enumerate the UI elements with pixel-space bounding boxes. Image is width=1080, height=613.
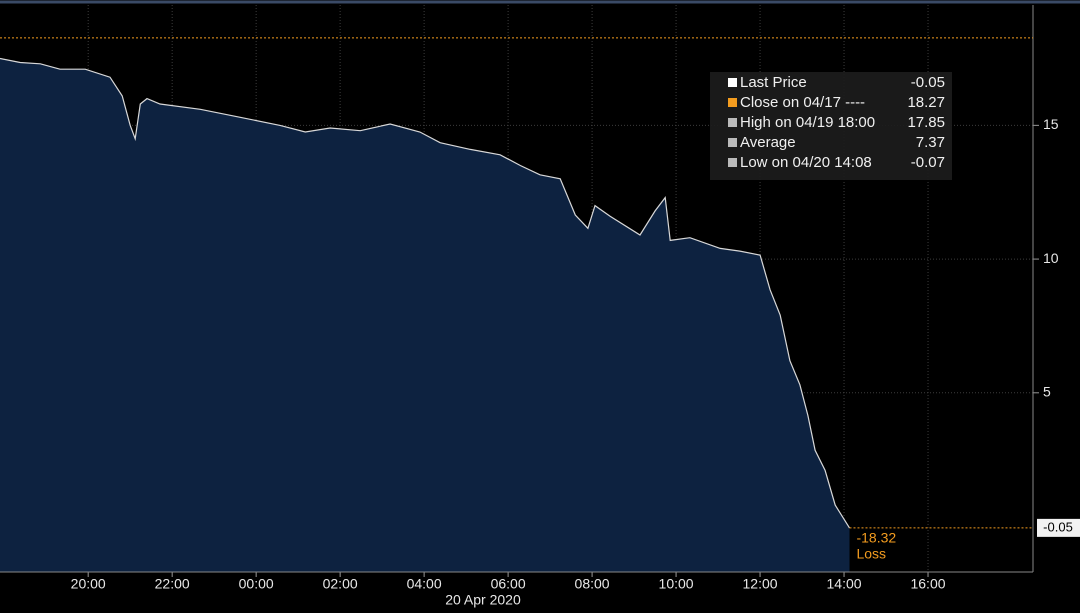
legend: Last Price -0.05 Close on 04/17 ---- 18.27 H… [710, 72, 952, 180]
line [0, 57, 851, 529]
legend-swatch [728, 98, 737, 107]
legend-value: 18.27 [907, 94, 945, 111]
x-tick-label: 06:00 [491, 576, 526, 592]
x-tick-label: 02:00 [323, 576, 358, 592]
x-tick-label: 10:00 [659, 576, 694, 592]
annotation-text: Loss [856, 546, 886, 562]
legend-label: High on 04/19 18:00 [740, 114, 875, 131]
x-tick-label: 00:00 [239, 576, 274, 592]
legend-swatch [728, 78, 737, 87]
x-tick-label: 04:00 [407, 576, 442, 592]
legend-value: 17.85 [907, 114, 945, 131]
y-tick-label: 15 [1043, 116, 1059, 132]
legend-value: -0.07 [911, 154, 945, 171]
legend-label: Last Price [740, 74, 807, 91]
x-date-label: 20 Apr 2020 [445, 592, 521, 608]
x-tick-label: 20:00 [71, 576, 106, 592]
x-tick-label: 22:00 [155, 576, 190, 592]
annotation-value: -18.32 [856, 530, 896, 546]
last-price-tag [1037, 518, 1080, 537]
y-tick-label: 5 [1043, 384, 1051, 400]
legend-swatch [728, 118, 737, 127]
legend-label: Average [740, 134, 796, 151]
x-tick-label: 14:00 [827, 576, 862, 592]
legend-value: -0.05 [911, 74, 945, 91]
legend-label: Close on 04/17 ---- [740, 94, 865, 111]
x-tick-label: 16:00 [910, 576, 945, 592]
legend-swatch [728, 138, 737, 147]
legend-box [710, 72, 952, 180]
y-tick-label: 10 [1043, 250, 1059, 266]
legend-swatch [728, 158, 737, 167]
x-tick-label: 12:00 [743, 576, 778, 592]
x-tick-label: 08:00 [575, 576, 610, 592]
legend-value: 7.37 [916, 134, 945, 151]
last-price-tag-label: -0.05 [1043, 519, 1073, 534]
legend-label: Low on 04/20 14:08 [740, 154, 872, 171]
area [0, 58, 850, 572]
